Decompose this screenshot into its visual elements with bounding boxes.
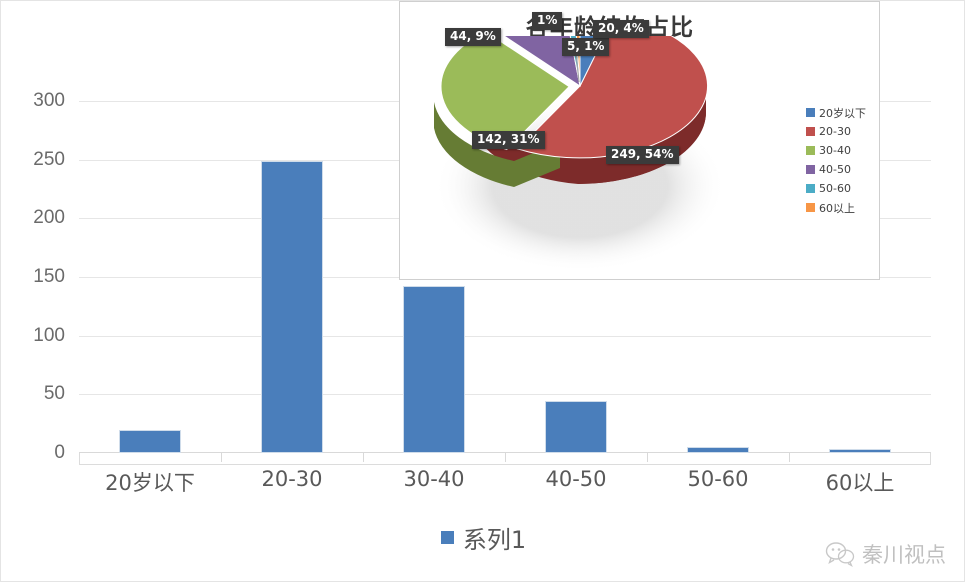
bar-60-plus[interactable] — [829, 449, 891, 453]
bar-under-20[interactable] — [119, 429, 181, 453]
x-axis-ticks — [79, 453, 931, 463]
pie-chart-legend: 20岁以下 20-30 30-40 40-50 50-60 60以上 — [806, 105, 879, 219]
pie-callout-under-20: 20, 4% — [593, 20, 649, 38]
legend-label-series1: 系列1 — [462, 525, 527, 554]
pie-legend-swatch-icon-under-20 — [806, 108, 815, 117]
x-axis-labels: 20岁以下 20-30 30-40 40-50 50-60 60以上 — [79, 467, 931, 507]
pie-legend-label-under-20: 20岁以下 — [819, 106, 866, 120]
x-label-60-plus: 60以上 — [825, 471, 895, 495]
legend-swatch-icon — [440, 530, 454, 544]
pie-legend-swatch-icon-60-plus — [806, 203, 815, 212]
y-tick-150: 150 — [33, 266, 65, 287]
pie-top-faces — [440, 36, 709, 159]
pie-legend-label-40-50: 40-50 — [819, 163, 851, 176]
y-tick-50: 50 — [43, 383, 65, 405]
pie-legend-item-50-60[interactable]: 50-60 — [806, 181, 879, 196]
pie-legend-label-30-40: 30-40 — [819, 144, 851, 157]
bar-slot-50-60 — [647, 101, 789, 453]
bar-slot-30-40 — [363, 101, 505, 453]
pie-legend-item-40-50[interactable]: 40-50 — [806, 162, 879, 177]
bar-50-60[interactable] — [687, 447, 749, 453]
leader-line-60-plus — [575, 51, 580, 83]
x-label-30-40: 30-40 — [403, 467, 465, 491]
pie-legend-item-60-plus[interactable]: 60以上 — [806, 200, 879, 215]
bar-chart-legend[interactable]: 系列1 — [1, 517, 965, 557]
bar-slot-60-plus — [789, 101, 931, 453]
x-tick-3 — [505, 453, 506, 462]
x-tick-4 — [647, 453, 648, 462]
bar-slot-under-20 — [79, 101, 221, 453]
pie-legend-swatch-icon-50-60 — [806, 184, 815, 193]
watermark-text: 秦川视点 — [862, 543, 946, 567]
pie-callout-50-60: 5, 1% — [562, 38, 610, 56]
wechat-icon — [825, 542, 855, 567]
gridline-50 — [79, 394, 931, 396]
pie-chart-panel: 各年龄结构占比 — [399, 1, 880, 280]
pie-callout-60-plus: 1% — [532, 12, 563, 30]
x-label-40-50: 40-50 — [545, 467, 607, 491]
watermark: 秦川视点 — [825, 539, 946, 569]
pie-graphic — [434, 36, 726, 271]
y-axis-labels: 300 250 200 150 100 50 0 — [1, 90, 65, 463]
bar-40-50[interactable] — [545, 401, 607, 453]
pie-legend-swatch-icon-30-40 — [806, 146, 815, 155]
x-label-50-60: 50-60 — [687, 467, 749, 491]
pie-legend-item-30-40[interactable]: 30-40 — [806, 143, 879, 158]
pie-legend-item-20-30[interactable]: 20-30 — [806, 124, 879, 139]
x-tick-1 — [221, 453, 222, 462]
bar-20-30[interactable] — [261, 160, 323, 453]
x-axis-box — [79, 453, 931, 465]
y-tick-250: 250 — [33, 148, 65, 170]
bar-slot-20-30 — [221, 101, 363, 453]
y-tick-100: 100 — [33, 324, 65, 346]
pie-legend-item-under-20[interactable]: 20岁以下 — [806, 105, 879, 120]
pie-callout-40-50: 44, 9% — [445, 28, 501, 46]
x-tick-5 — [788, 453, 790, 462]
pie-legend-swatch-icon-20-30 — [806, 127, 815, 136]
y-tick-200: 200 — [33, 207, 65, 229]
pie-legend-label-50-60: 50-60 — [819, 182, 851, 195]
x-axis-line — [79, 452, 931, 453]
pie-callout-30-40: 142, 31% — [472, 131, 545, 149]
x-label-under-20: 20岁以下 — [105, 471, 195, 495]
y-tick-300: 300 — [33, 90, 65, 111]
x-tick-2 — [362, 453, 364, 462]
pie-legend-label-20-30: 20-30 — [819, 125, 851, 138]
bar-slot-40-50 — [505, 101, 647, 453]
pie-legend-label-60-plus: 60以上 — [819, 201, 855, 215]
gridline-100 — [79, 335, 931, 337]
bar-series — [79, 101, 931, 453]
x-label-20-30: 20-30 — [261, 467, 323, 491]
pie-callout-20-30: 249, 54% — [606, 146, 679, 164]
pie-legend-swatch-icon-40-50 — [806, 165, 815, 174]
pie-chart-stage: 1% 5, 1% 20, 4% 44, 9% 142, 31% 249, 54% — [410, 12, 750, 271]
y-tick-0: 0 — [54, 442, 65, 463]
bar-30-40[interactable] — [403, 286, 465, 453]
